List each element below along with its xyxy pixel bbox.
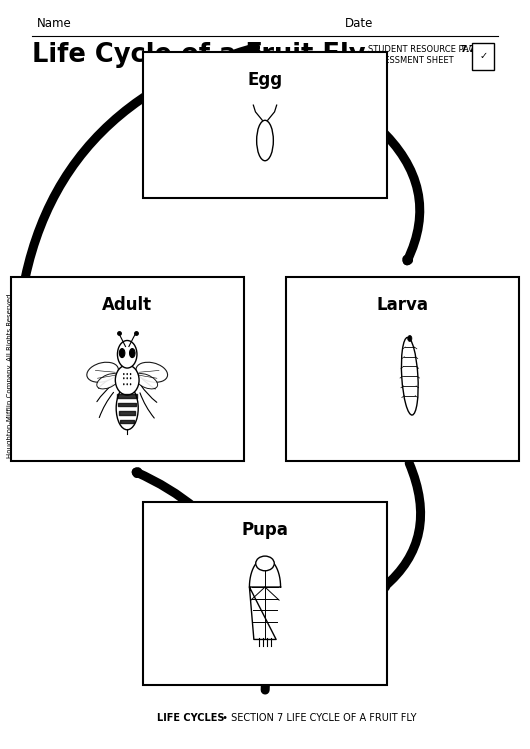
Text: Date: Date: [344, 17, 373, 30]
Text: • SECTION 7 LIFE CYCLE OF A FRUIT FLY: • SECTION 7 LIFE CYCLE OF A FRUIT FLY: [219, 712, 417, 723]
Text: ASSESSMENT SHEET: ASSESSMENT SHEET: [368, 56, 454, 65]
Circle shape: [130, 373, 131, 375]
Text: Pupa: Pupa: [242, 521, 288, 539]
Circle shape: [127, 373, 128, 375]
Bar: [143, 52, 387, 198]
Text: Name: Name: [37, 17, 72, 30]
Bar: [286, 277, 519, 461]
Text: Adult: Adult: [102, 296, 152, 314]
Ellipse shape: [116, 386, 138, 430]
Ellipse shape: [257, 121, 273, 161]
Text: Life Cycle of a Fruit Fly: Life Cycle of a Fruit Fly: [32, 42, 365, 68]
Text: LIFE CYCLES: LIFE CYCLES: [157, 712, 225, 723]
Circle shape: [127, 383, 128, 385]
Bar: [143, 502, 387, 685]
Polygon shape: [250, 558, 280, 640]
Bar: [11, 277, 244, 461]
Circle shape: [130, 377, 131, 379]
Text: Larva: Larva: [377, 296, 429, 314]
Text: 7.7: 7.7: [460, 45, 475, 54]
Ellipse shape: [97, 374, 119, 389]
Circle shape: [130, 383, 131, 385]
FancyArrowPatch shape: [378, 127, 420, 261]
Ellipse shape: [87, 363, 118, 382]
Text: Egg: Egg: [248, 71, 282, 89]
Circle shape: [123, 383, 125, 385]
Ellipse shape: [136, 363, 167, 382]
Circle shape: [408, 336, 412, 342]
FancyArrowPatch shape: [16, 47, 255, 366]
FancyArrowPatch shape: [384, 463, 421, 587]
Text: ✓: ✓: [479, 51, 488, 61]
Ellipse shape: [129, 348, 135, 357]
Circle shape: [123, 373, 125, 375]
Ellipse shape: [135, 374, 157, 389]
Ellipse shape: [255, 556, 275, 571]
Circle shape: [118, 341, 137, 368]
FancyBboxPatch shape: [472, 43, 494, 70]
FancyArrowPatch shape: [136, 472, 266, 690]
Text: Houghton-Mifflin Company. All Rights Reserved.: Houghton-Mifflin Company. All Rights Res…: [6, 291, 13, 458]
Ellipse shape: [119, 348, 125, 357]
Circle shape: [123, 377, 125, 379]
Ellipse shape: [116, 365, 139, 395]
Text: STUDENT RESOURCE PAGE: STUDENT RESOURCE PAGE: [368, 45, 483, 54]
Circle shape: [127, 377, 128, 379]
Ellipse shape: [401, 337, 418, 415]
